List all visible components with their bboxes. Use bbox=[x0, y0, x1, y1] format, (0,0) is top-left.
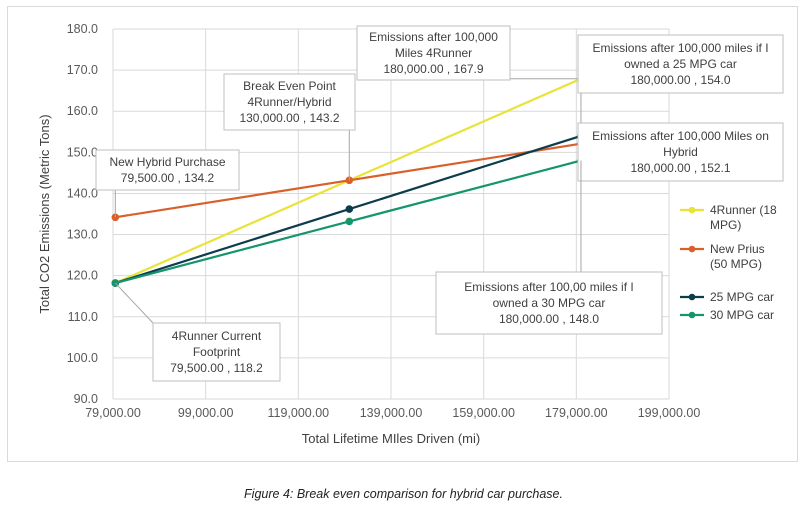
callout-box bbox=[95, 149, 240, 191]
chart-frame: 90.0 100.0 110.0 120.0 130.0 140.0 150.0 160.0 1… bbox=[7, 6, 798, 462]
legend-swatch-marker bbox=[688, 311, 696, 319]
callout-box bbox=[577, 122, 784, 182]
callout-label: Emissions after 100,00 miles if I bbox=[464, 280, 633, 294]
legend-swatch-marker bbox=[688, 206, 696, 214]
x-tick-label: 99,000.00 bbox=[178, 406, 234, 420]
callout-label: Footprint bbox=[193, 345, 241, 359]
x-axis-title: Total Lifetime MIles Driven (mi) bbox=[302, 431, 480, 446]
callout-label: owned a 25 MPG car bbox=[624, 57, 737, 71]
callout-label: Break Even Point bbox=[243, 79, 336, 93]
y-tick-label: 170.0 bbox=[67, 63, 98, 77]
y-tick-label: 140.0 bbox=[67, 186, 98, 200]
callout-box bbox=[356, 25, 511, 81]
x-tick-label: 139,000.00 bbox=[360, 406, 423, 420]
y-axis-title: Total CO2 Emissions (Metric Tons) bbox=[37, 114, 52, 313]
callout-label: Miles 4Runner bbox=[395, 46, 472, 60]
axes: 90.0 100.0 110.0 120.0 130.0 140.0 150.0 160.0 1… bbox=[37, 22, 700, 446]
chart-svg: 90.0 100.0 110.0 120.0 130.0 140.0 150.0 160.0 1… bbox=[37, 22, 784, 446]
callout-label: owned a 30 MPG car bbox=[493, 296, 606, 310]
legend-entry-label: 4Runner (18 bbox=[710, 203, 777, 217]
y-tick-label: 150.0 bbox=[67, 145, 98, 159]
callout-label: 180,000.00 , 167.9 bbox=[383, 62, 483, 76]
callouts: New Hybrid Purchase 79,500.00 , 134.2 Brea… bbox=[95, 25, 784, 382]
series-point-2 bbox=[345, 205, 354, 213]
callout-label: 4Runner Current bbox=[172, 329, 262, 343]
callout-label: 180,000.00 , 154.0 bbox=[630, 73, 730, 87]
callout-label: Emissions after 100,000 Miles on bbox=[592, 129, 769, 143]
callout-label: 79,500.00 , 134.2 bbox=[121, 171, 215, 185]
y-tick-label: 120.0 bbox=[67, 269, 98, 283]
callout-box bbox=[152, 322, 281, 382]
x-tick-label: 199,000.00 bbox=[638, 406, 701, 420]
x-tick-label: 119,000.00 bbox=[268, 406, 330, 420]
legend-entry-label: 30 MPG car bbox=[710, 308, 774, 322]
callout-label: 130,000.00 , 143.2 bbox=[239, 111, 339, 125]
y-tick-label: 180.0 bbox=[67, 22, 98, 36]
callout-label: New Hybrid Purchase bbox=[109, 155, 225, 169]
series-point-3 bbox=[345, 217, 354, 226]
callout-label: Emissions after 100,000 bbox=[369, 30, 498, 44]
legend-entry-label: MPG) bbox=[710, 218, 741, 232]
figure-caption: Figure 4: Break even comparison for hybr… bbox=[244, 487, 563, 501]
y-tick-label: 160.0 bbox=[67, 104, 98, 118]
callout-label: 180,000.00 , 148.0 bbox=[499, 312, 599, 326]
callout-leader bbox=[114, 282, 154, 324]
callout-label: Hybrid bbox=[663, 145, 698, 159]
callout-label: Emissions after 100,000 miles if I bbox=[592, 41, 768, 55]
y-tick-label: 130.0 bbox=[67, 228, 98, 242]
callout-box bbox=[435, 271, 663, 335]
callout-label: 79,500.00 , 118.2 bbox=[170, 361, 263, 375]
callout-label: 4Runner/Hybrid bbox=[247, 95, 331, 109]
x-tick-label: 179,000.00 bbox=[545, 406, 608, 420]
legend-entry-label: New Prius bbox=[710, 242, 765, 256]
callout-box bbox=[577, 34, 784, 94]
y-tick-label: 90.0 bbox=[74, 392, 98, 406]
legend-entry-label: (50 MPG) bbox=[710, 257, 762, 271]
y-tick-label: 110.0 bbox=[68, 310, 98, 324]
legend-swatch-marker bbox=[688, 293, 696, 301]
grid bbox=[112, 28, 670, 400]
x-tick-label: 159,000.00 bbox=[452, 406, 515, 420]
callout-label: 180,000.00 , 152.1 bbox=[630, 161, 730, 175]
x-tick-label: 79,000.00 bbox=[85, 406, 141, 420]
y-tick-label: 100.0 bbox=[67, 351, 98, 365]
legend-entry-label: 25 MPG car bbox=[710, 290, 774, 304]
legend-swatch-marker bbox=[688, 245, 696, 253]
callout-box bbox=[223, 73, 356, 131]
